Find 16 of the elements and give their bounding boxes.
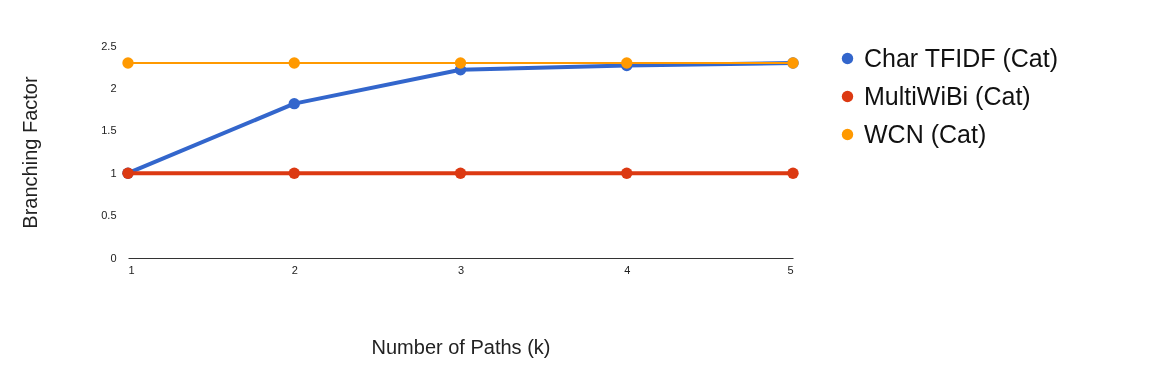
- y-tick-label: 2.5: [101, 39, 117, 52]
- x-tick-label: 1: [128, 263, 135, 276]
- y-tick-label: 2: [110, 81, 117, 94]
- y-axis-title: Branching Factor: [19, 76, 42, 229]
- x-tick-label: 3: [457, 263, 465, 276]
- x-tick-label: 4: [624, 263, 631, 276]
- legend-label: MultiWiBi (Cat): [864, 81, 1031, 110]
- legend-label: Char TFIDF (Cat): [864, 43, 1058, 72]
- y-tick-label: 1: [110, 166, 117, 179]
- y-tick-label: 1.5: [101, 124, 117, 137]
- y-tick-label: 0: [110, 251, 117, 264]
- x-axis-title: Number of Paths (k): [371, 335, 551, 358]
- y-tick-label: 0.5: [101, 209, 117, 222]
- x-tick-label: 5: [787, 263, 794, 276]
- x-tick-label: 2: [291, 263, 298, 276]
- legend-label: WCN (Cat): [864, 119, 987, 148]
